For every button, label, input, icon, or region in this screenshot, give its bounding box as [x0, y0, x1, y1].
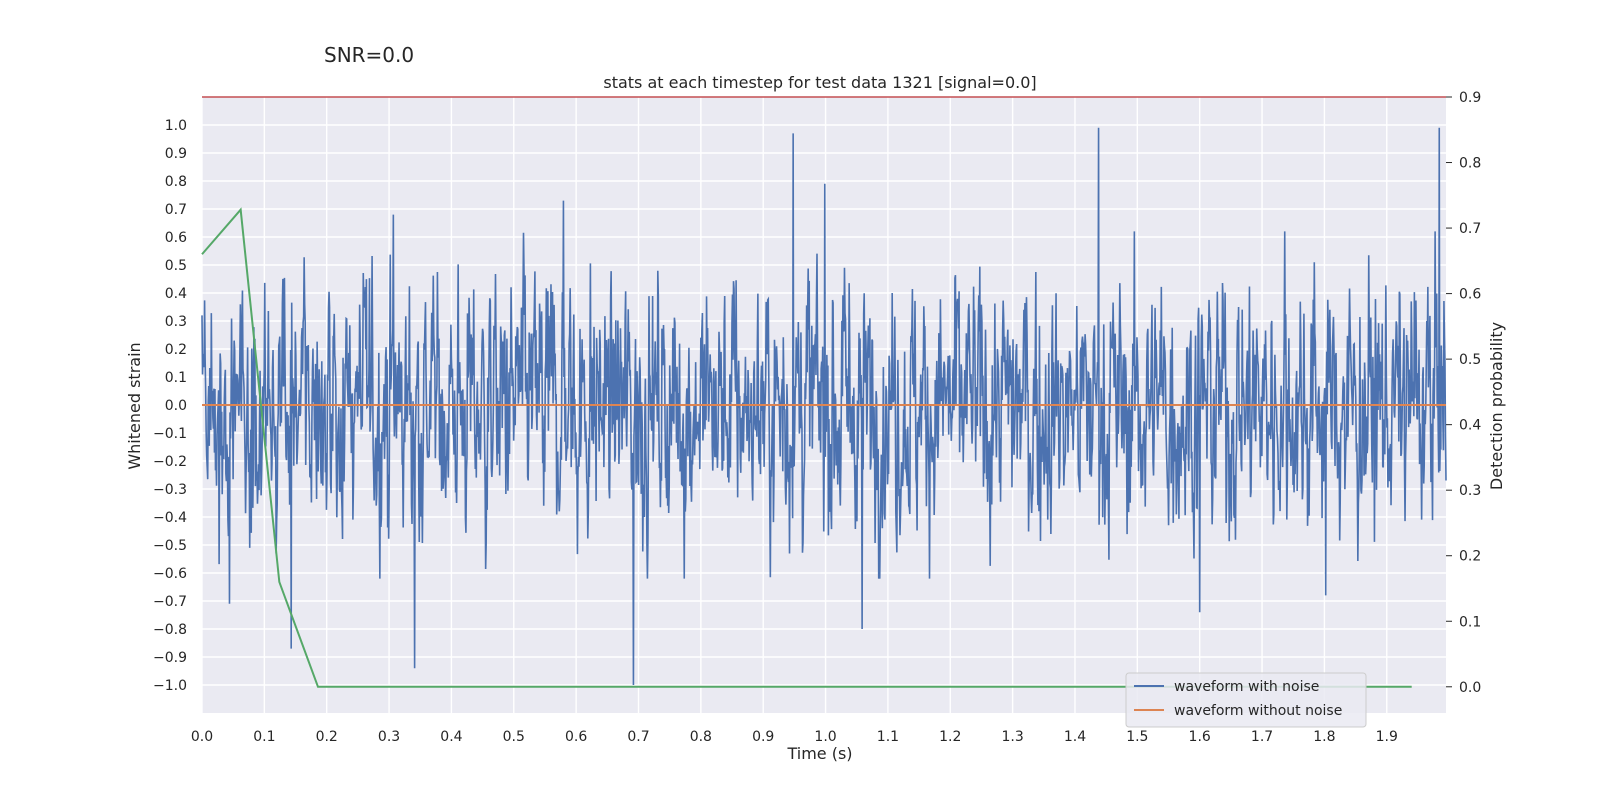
x-tick-label: 1.6: [1189, 729, 1211, 745]
y-tick-label-left: 0.4: [165, 286, 187, 302]
x-tick-label: 1.2: [939, 729, 961, 745]
y-tick-label-left: −0.1: [153, 426, 187, 442]
y-tick-label-left: 0.9: [165, 146, 187, 162]
series-layer: [201, 96, 1447, 688]
y-tick-label-left: 0.6: [165, 230, 187, 246]
x-tick-label: 1.1: [877, 729, 899, 745]
x-axis-label: Time (s): [786, 744, 852, 763]
y-tick-label-right: 0.7: [1459, 221, 1481, 237]
x-tick-label: 0.2: [316, 729, 338, 745]
x-tick-label: 1.9: [1376, 729, 1398, 745]
y-tick-label-left: −0.5: [153, 538, 187, 554]
y-tick-label-right: 0.6: [1459, 287, 1481, 303]
y-tick-label-left: −0.6: [153, 566, 187, 582]
y-tick-label-right: 0.5: [1459, 352, 1481, 368]
y-tick-label-left: −0.8: [153, 622, 187, 638]
legend-frame: [1125, 672, 1367, 728]
y-tick-label-right: 0.9: [1459, 90, 1481, 106]
y-tick-label-left: −0.3: [153, 482, 187, 498]
y-tick-label-left: 0.5: [165, 258, 187, 274]
y-tick-label-left: 0.8: [165, 174, 187, 190]
series-line-detection-probability: [201, 207, 1412, 688]
x-tick-label: 0.5: [503, 729, 525, 745]
x-tick-label: 0.9: [752, 729, 774, 745]
x-tick-label: 0.0: [191, 729, 213, 745]
x-tick-label: 0.7: [627, 729, 649, 745]
y-tick-label-right: 0.4: [1459, 418, 1481, 434]
x-tick-label: 1.0: [814, 729, 836, 745]
chart-title: stats at each timestep for test data 132…: [603, 73, 1036, 92]
y-tick-label-right: 0.8: [1459, 156, 1481, 172]
x-tick-label: 0.8: [690, 729, 712, 745]
y-tick-label-left: 0.0: [165, 398, 187, 414]
x-tick-label: 1.8: [1313, 729, 1335, 745]
y-axis-label-left: Whitened strain: [125, 342, 144, 469]
y-tick-label-left: 0.3: [165, 314, 187, 330]
x-tick-label: 0.6: [565, 729, 587, 745]
x-tick-label: 0.1: [253, 729, 275, 745]
y-axis-label-right: Detection probability: [1487, 322, 1506, 490]
x-tick-label: 1.7: [1251, 729, 1273, 745]
y-tick-label-left: 1.0: [165, 118, 187, 134]
x-tick-label: 0.4: [440, 729, 462, 745]
y-axis-right: 0.0 0.1 0.2 0.3 0.4 0.5 0.6 0.7 0.8 0.9: [1446, 90, 1481, 696]
y-axis-left: −1.0 −0.9 −0.8 −0.7 −0.6 −0.5 −0.4 −0.3 −0.2 −0.1…: [153, 118, 187, 694]
y-tick-label-left: −0.4: [153, 510, 187, 526]
x-tick-label: 1.3: [1001, 729, 1023, 745]
x-tick-label: 1.5: [1126, 729, 1148, 745]
y-tick-label-left: 0.1: [165, 370, 187, 386]
legend-label-clean: waveform without noise: [1174, 703, 1342, 719]
chart-legend: waveform with noise waveform without noi…: [1125, 672, 1367, 728]
y-tick-label-right: 0.0: [1459, 680, 1481, 696]
x-tick-label: 1.4: [1064, 729, 1086, 745]
legend-label-noisy: waveform with noise: [1174, 679, 1319, 695]
y-tick-label-right: 0.1: [1459, 614, 1481, 630]
x-tick-label: 0.3: [378, 729, 400, 745]
y-tick-label-left: −1.0: [153, 678, 187, 694]
y-tick-label-left: 0.2: [165, 342, 187, 358]
y-tick-label-right: 0.2: [1459, 549, 1481, 565]
y-tick-label-left: −0.7: [153, 594, 187, 610]
series-line-waveform-with-noise: [201, 127, 1447, 686]
y-tick-label-right: 0.3: [1459, 483, 1481, 499]
chart-suptitle: SNR=0.0: [324, 43, 414, 67]
y-tick-label-left: 0.7: [165, 202, 187, 218]
y-tick-label-left: −0.9: [153, 650, 187, 666]
y-tick-label-left: −0.2: [153, 454, 187, 470]
x-axis: 0.0 0.1 0.2 0.3 0.4 0.5 0.6 0.7 0.8 0.9 1.0 1.1 1.2 1…: [191, 729, 1398, 745]
